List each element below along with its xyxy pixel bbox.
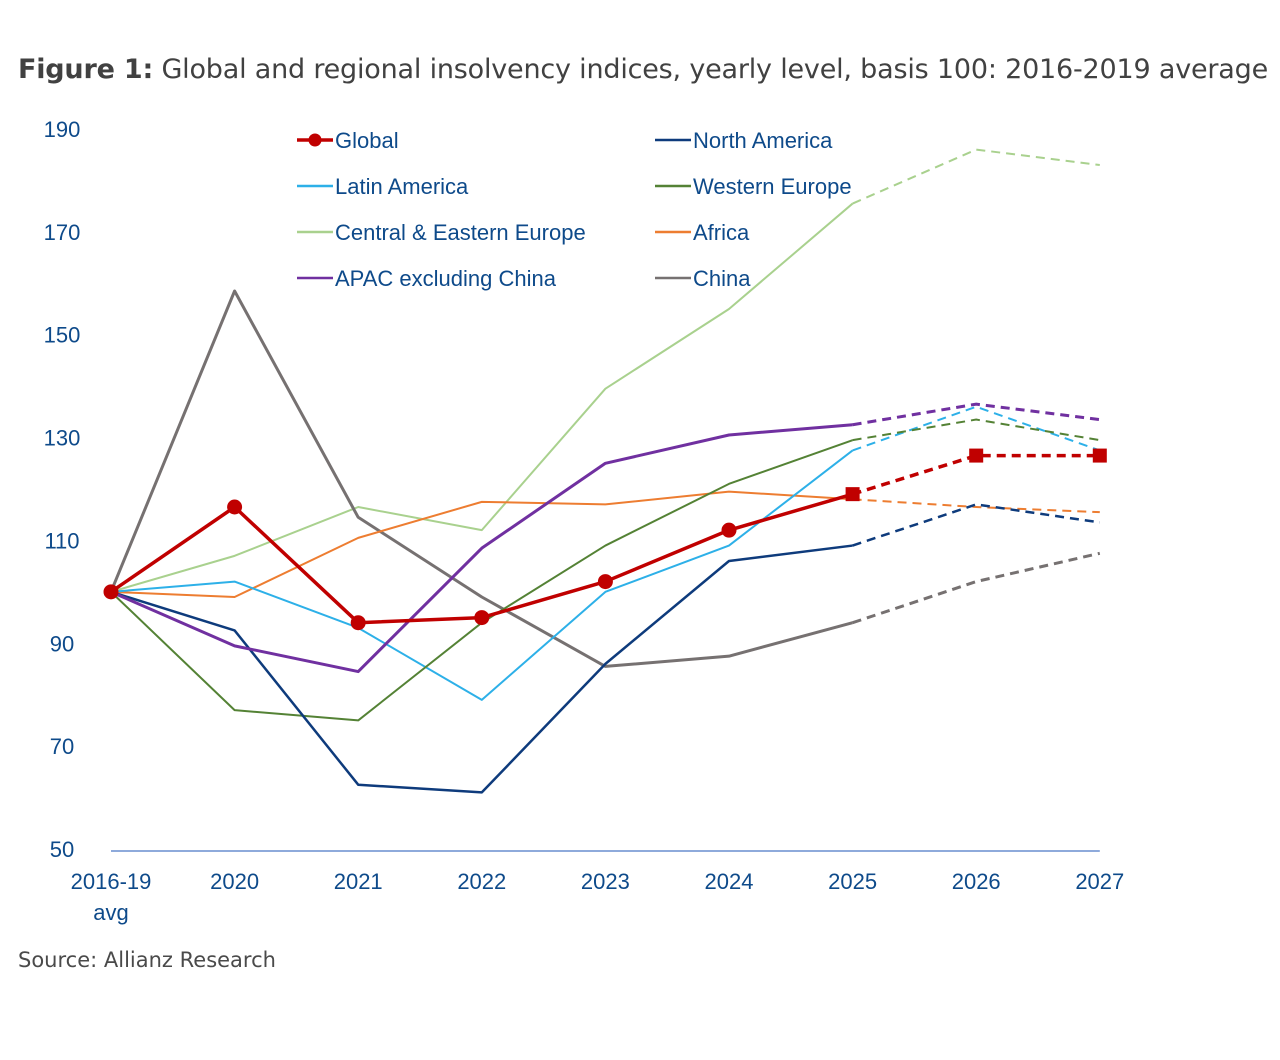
data-point: [103, 584, 119, 600]
x-tick-label: 2022: [457, 869, 506, 894]
series-line-forecast: [852, 148, 1100, 205]
data-point: [597, 574, 613, 590]
series-line-forecast: [852, 402, 1100, 427]
y-tick-label: 170: [44, 220, 81, 245]
series-line-actual: [110, 544, 853, 794]
legend-label: Global: [335, 128, 399, 153]
series-global: [103, 448, 1107, 631]
series-line-actual: [110, 490, 853, 598]
legend-label: Latin America: [335, 174, 469, 199]
legend-label: North America: [693, 128, 833, 153]
series-line-actual: [110, 449, 854, 701]
series-layer: [103, 148, 1107, 794]
legend-label: Central & Eastern Europe: [335, 220, 586, 245]
legend-label: APAC excluding China: [335, 266, 557, 291]
x-tick-label: avg: [93, 900, 128, 925]
legend-marker: [308, 133, 322, 147]
figure-title: Figure 1: Global and regional insolvency…: [18, 54, 1268, 85]
series-apac-excluding-china: [110, 402, 1100, 674]
legend: Global North America Latin America Western …: [297, 128, 852, 291]
y-tick-label: 70: [50, 734, 74, 759]
x-tick-label: 2026: [952, 869, 1001, 894]
data-point-forecast: [969, 448, 984, 463]
x-tick-label: 2021: [334, 869, 383, 894]
x-axis: 2016-19 avg 2020 2021 2022 2023 2024 2025 2026 20…: [71, 850, 1124, 925]
data-point-forecast: [1092, 448, 1107, 463]
series-line-actual: [110, 439, 853, 722]
legend-label: China: [693, 266, 751, 291]
x-tick-label: 2024: [705, 869, 754, 894]
figure-title-text: Global and regional insolvency indices, …: [161, 54, 1268, 85]
y-tick-label: 130: [44, 426, 81, 451]
x-tick-label: 2023: [581, 869, 630, 894]
series-line-forecast: [852, 405, 1101, 452]
legend-label: Western Europe: [693, 174, 852, 199]
series-line-forecast: [852, 418, 1100, 442]
series-china: [109, 289, 1101, 668]
series-line-actual: [110, 423, 853, 674]
data-point: [721, 522, 737, 538]
source-note: Source: Allianz Research: [18, 948, 276, 972]
series-line-forecast: [852, 453, 1100, 496]
figure-label: Figure 1:: [18, 54, 154, 85]
series-africa: [110, 490, 1100, 598]
legend-item: Global: [297, 128, 399, 153]
data-point-forecast: [845, 487, 860, 502]
y-tick-label: 150: [44, 323, 81, 348]
legend-item: Western Europe: [655, 174, 852, 199]
legend-label: Africa: [693, 220, 750, 245]
x-tick-label: 2025: [828, 869, 877, 894]
line-chart: 50 70 90 110 130 150 170 190 2016-19 avg 2020 2021…: [44, 117, 1125, 925]
y-tick-label: 50: [50, 837, 74, 862]
y-axis: 50 70 90 110 130 150 170 190: [44, 117, 81, 862]
series-line-forecast: [852, 551, 1101, 625]
legend-item: Central & Eastern Europe: [297, 220, 586, 245]
y-tick-label: 110: [44, 528, 79, 553]
series-central-eastern-europe: [110, 148, 1100, 593]
legend-item: China: [655, 266, 751, 291]
data-point: [474, 610, 490, 626]
x-tick-label: 2027: [1075, 869, 1124, 894]
x-tick-label: 2016-19: [71, 869, 152, 894]
series-latin-america: [110, 405, 1101, 701]
legend-item: Latin America: [297, 174, 469, 199]
series-line-actual: [109, 289, 853, 668]
legend-item: Africa: [655, 220, 750, 245]
series-line-actual: [110, 202, 854, 593]
legend-item: North America: [655, 128, 833, 153]
series-line-forecast: [852, 498, 1100, 514]
legend-item: APAC excluding China: [297, 266, 557, 291]
data-point: [227, 499, 243, 515]
x-tick-label: 2020: [210, 869, 259, 894]
series-north-america: [110, 503, 1100, 794]
y-tick-label: 90: [50, 631, 74, 656]
y-tick-label: 190: [44, 117, 81, 142]
data-point: [350, 615, 366, 631]
series-line-forecast: [852, 503, 1100, 547]
